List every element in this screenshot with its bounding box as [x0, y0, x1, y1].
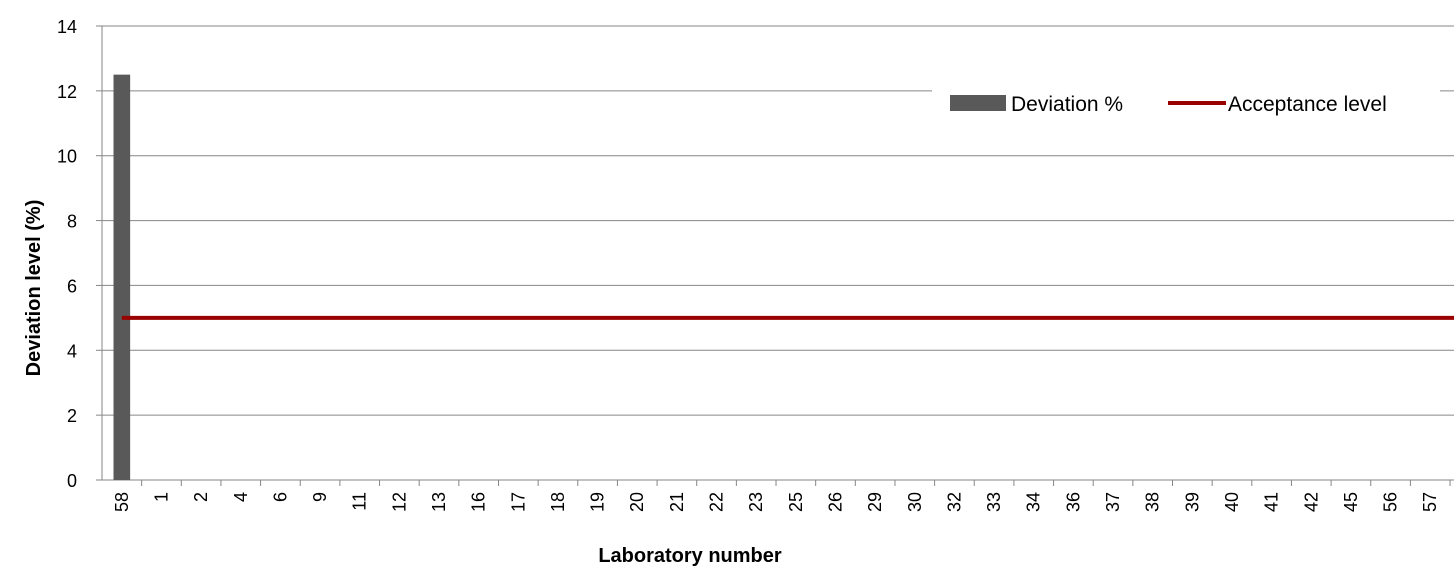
x-tick-label: 25 — [786, 492, 806, 512]
x-tick-label: 33 — [984, 492, 1004, 512]
x-tick-label: 21 — [667, 492, 687, 512]
x-tick-label: 45 — [1341, 492, 1361, 512]
x-tick-label: 30 — [905, 492, 925, 512]
y-tick-label: 8 — [67, 212, 77, 232]
y-tick-label: 6 — [67, 276, 77, 296]
x-tick-label: 41 — [1262, 492, 1282, 512]
x-axis-title: Laboratory number — [598, 545, 782, 567]
y-tick-label: 12 — [57, 82, 77, 102]
y-axis-title: Deviation level (%) — [23, 200, 45, 377]
y-tick-label: 14 — [57, 17, 77, 37]
x-tick-label: 29 — [865, 492, 885, 512]
x-tick-label: 23 — [746, 492, 766, 512]
x-tick-label: 16 — [469, 492, 489, 512]
x-tick-label: 19 — [588, 492, 608, 512]
legend-label-acceptance: Acceptance level — [1228, 93, 1387, 116]
x-tick-label: 36 — [1063, 492, 1083, 512]
x-tick-label: 18 — [548, 492, 568, 512]
x-tick-label: 42 — [1301, 492, 1321, 512]
legend-background — [932, 60, 1440, 155]
y-tick-label: 4 — [67, 341, 77, 361]
x-axis: 58 1 2 4 6 9 11 12 13 16 17 18 19 20 21 22 23 25 26 29 30 32 3… — [102, 479, 1454, 512]
x-tick-label: 57 — [1420, 492, 1440, 512]
x-tick-label: 20 — [627, 492, 647, 512]
x-tick-label: 2 — [191, 492, 211, 502]
x-tick-label: 17 — [508, 492, 528, 512]
x-tick-label: 38 — [1143, 492, 1163, 512]
x-tick-label: 9 — [310, 492, 330, 502]
x-tick-label: 37 — [1103, 492, 1123, 512]
bar — [113, 74, 131, 481]
y-tick-label: 10 — [57, 147, 77, 167]
bar-series — [113, 74, 131, 481]
x-tick-label: 39 — [1182, 492, 1202, 512]
y-axis: 0 2 4 6 8 10 12 14 — [57, 17, 103, 491]
x-tick-label: 12 — [389, 492, 409, 512]
x-tick-label: 56 — [1381, 492, 1401, 512]
x-tick-label: 32 — [944, 492, 964, 512]
legend: Deviation % Acceptance level — [932, 60, 1440, 155]
x-tick-label: 40 — [1222, 492, 1242, 512]
gridlines — [102, 25, 1454, 416]
x-tick-label: 1 — [151, 492, 171, 502]
x-tick-label: 58 — [112, 492, 132, 512]
x-tick-label: 13 — [429, 492, 449, 512]
x-tick-label: 11 — [350, 492, 370, 511]
y-tick-label: 2 — [67, 406, 77, 426]
x-tick-label: 22 — [707, 492, 727, 512]
x-tick-label: 6 — [270, 492, 290, 502]
x-tick-label: 4 — [231, 492, 251, 502]
y-tick-label: 0 — [67, 471, 77, 491]
x-tick-label: 34 — [1024, 492, 1044, 512]
x-tick-label: 26 — [825, 492, 845, 512]
legend-label-deviation: Deviation % — [1011, 93, 1123, 116]
legend-swatch-deviation — [950, 95, 1006, 111]
